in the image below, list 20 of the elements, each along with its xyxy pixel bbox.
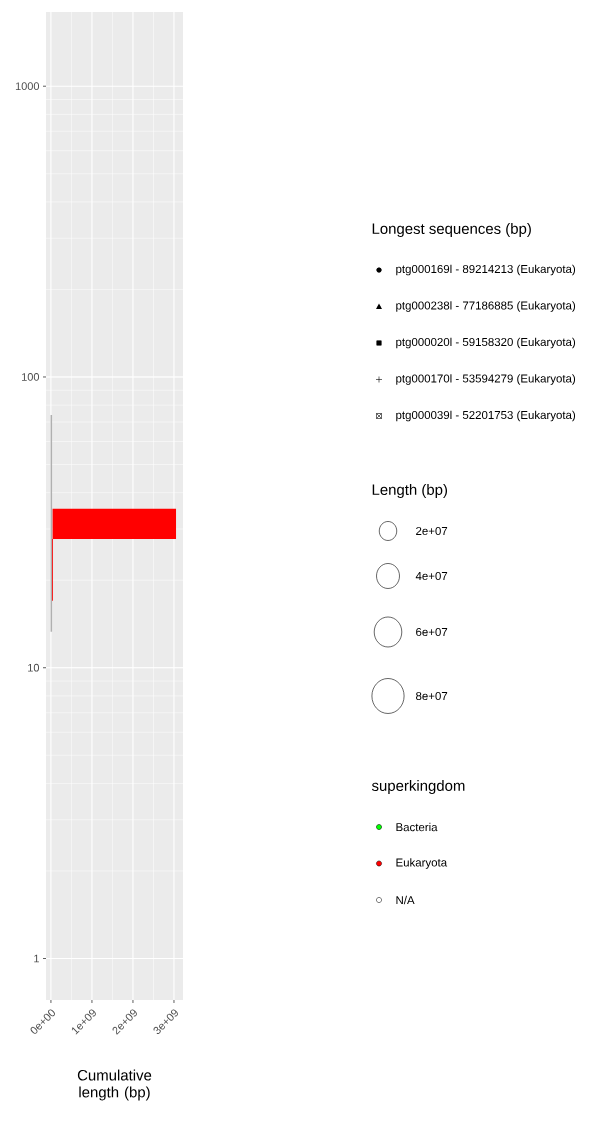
y-tick-label: 100 xyxy=(22,373,40,381)
text: 4e+07 xyxy=(415,571,448,581)
text: 8e+07 xyxy=(416,691,448,701)
legend-label: ptg000238l - 77186885 (Eukaryota) xyxy=(396,301,576,312)
legend-label: ptg000169l - 89214213 (Eukaryota) xyxy=(396,264,576,276)
legend-label: ptg000170l - 53594279 (Eukaryota) xyxy=(396,374,576,385)
legend-label: Eukaryota xyxy=(396,858,448,869)
text: 6e+07 xyxy=(416,627,448,637)
text: superkingdom xyxy=(371,780,465,794)
legend-label: ptg000020l - 59158320 (Eukaryota) xyxy=(396,337,576,349)
y-tick-label: 1000 xyxy=(15,82,40,91)
legend-label: ptg000039l - 52201753 (Eukaryota) xyxy=(396,410,576,422)
legend-label: Bacteria xyxy=(396,822,438,832)
text: Length (bp) xyxy=(372,484,447,498)
legend-title: Longest sequences (bp) xyxy=(372,223,531,237)
text: 2e+07 xyxy=(416,526,448,536)
y-tick-label: 1 xyxy=(34,954,39,963)
legend-label: N/A xyxy=(396,895,415,905)
x-axis-title: Cumulative length (bp) xyxy=(77,1069,152,1101)
y-tick-label: 10 xyxy=(28,663,40,672)
